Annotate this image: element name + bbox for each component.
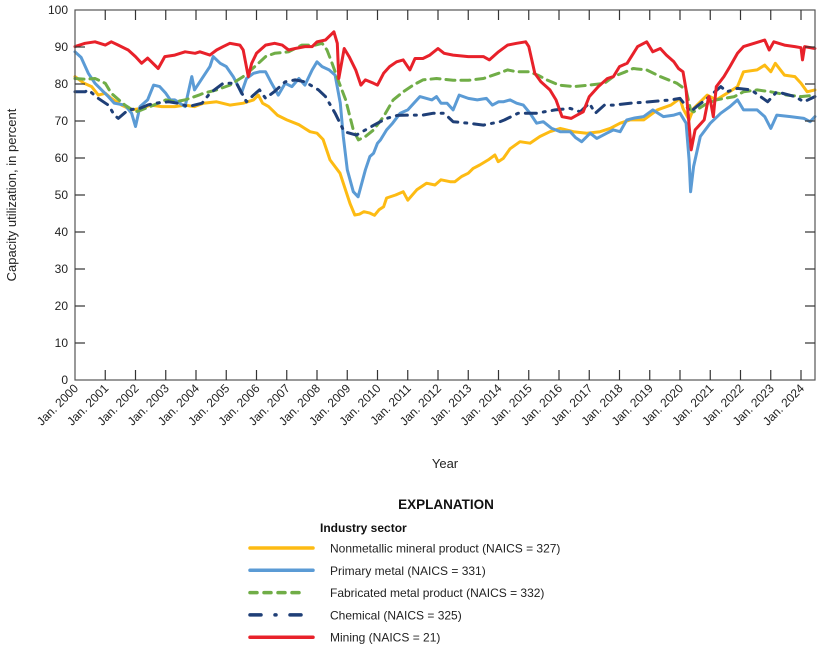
y-tick-label: 80 — [55, 77, 69, 91]
y-tick-label: 10 — [55, 336, 69, 350]
legend-item: Chemical (NAICS = 325) — [248, 608, 462, 622]
series-line-1 — [73, 50, 817, 199]
y-axis-title: Capacity utilization, in percent — [4, 108, 19, 281]
legend: EXPLANATION Industry sector Nonmetallic … — [248, 497, 560, 645]
legend-label: Primary metal (NAICS = 331) — [330, 564, 486, 578]
legend-label: Nonmetallic mineral product (NAICS = 327… — [330, 542, 560, 556]
y-tick-labels: 0 10 20 30 40 50 60 70 80 90 100 — [48, 3, 68, 387]
legend-label: Chemical (NAICS = 325) — [330, 608, 462, 622]
x-axis-title: Year — [432, 456, 459, 471]
series-layer — [73, 30, 817, 217]
series-line-3 — [73, 78, 817, 137]
legend-item: Nonmetallic mineral product (NAICS = 327… — [248, 542, 560, 556]
y-tick-label: 40 — [55, 225, 69, 239]
series-line-4 — [73, 30, 817, 152]
series-line-0 — [73, 61, 817, 217]
plot-frame — [74, 9, 816, 381]
y-tick-label: 30 — [55, 262, 69, 276]
series-line-2 — [73, 41, 817, 142]
y-tick-label: 100 — [48, 3, 68, 17]
legend-subtitle: Industry sector — [320, 521, 407, 535]
legend-title: EXPLANATION — [398, 497, 494, 512]
y-tick-label: 60 — [55, 151, 69, 165]
y-tick-label: 70 — [55, 114, 69, 128]
legend-items: Nonmetallic mineral product (NAICS = 327… — [248, 542, 560, 645]
axes-layer — [74, 9, 816, 381]
legend-label: Mining (NAICS = 21) — [330, 631, 440, 645]
legend-item: Primary metal (NAICS = 331) — [248, 564, 486, 578]
y-tick-label: 0 — [61, 373, 68, 387]
legend-item: Fabricated metal product (NAICS = 332) — [248, 586, 544, 600]
legend-item: Mining (NAICS = 21) — [248, 631, 440, 645]
y-tick-label: 90 — [55, 40, 69, 54]
legend-label: Fabricated metal product (NAICS = 332) — [330, 586, 544, 600]
y-tick-label: 50 — [55, 188, 69, 202]
y-tick-label: 20 — [55, 299, 69, 313]
